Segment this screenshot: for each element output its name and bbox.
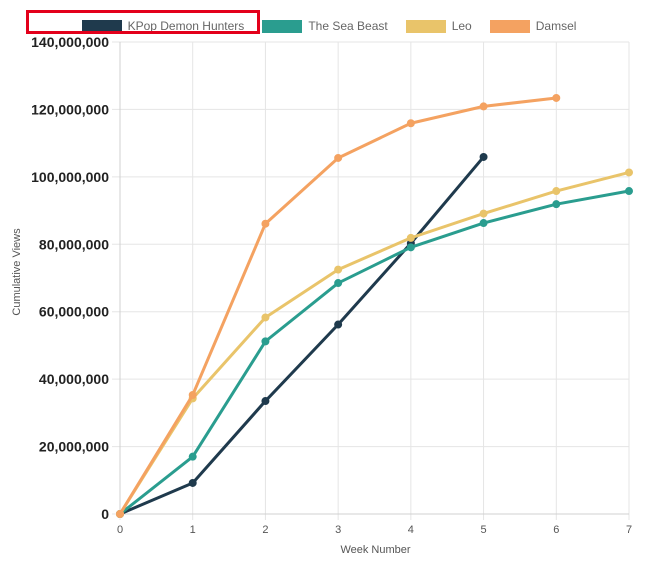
series-kpop-demon-hunters	[116, 152, 488, 518]
y-tick-label: 80,000,000	[39, 236, 109, 252]
data-point	[116, 510, 124, 518]
legend-item[interactable]: The Sea Beast	[262, 19, 388, 33]
y-tick-label: 140,000,000	[31, 34, 109, 50]
data-point	[479, 102, 488, 111]
data-point	[334, 153, 343, 162]
legend-swatch	[489, 19, 530, 33]
data-point	[188, 390, 197, 399]
legend-swatch	[405, 19, 446, 33]
legend-item[interactable]: Damsel	[489, 19, 577, 33]
series-line	[118, 189, 631, 516]
x-tick-label: 0	[117, 524, 123, 536]
series-line	[118, 155, 486, 516]
series-line	[118, 170, 631, 516]
legend-label: KPop Demon Hunters	[127, 19, 245, 33]
data-point	[479, 219, 488, 228]
data-point	[261, 219, 270, 228]
data-point	[334, 265, 343, 274]
x-tick-label: 3	[335, 524, 341, 536]
x-tick-label: 6	[553, 524, 559, 536]
y-tick-label: 20,000,000	[39, 439, 109, 455]
y-tick-label: 100,000,000	[31, 169, 109, 185]
x-axis-title: Week Number	[340, 544, 410, 556]
y-tick-label: 40,000,000	[39, 371, 109, 387]
legend-swatch	[81, 19, 122, 33]
data-point	[406, 233, 415, 242]
data-point	[261, 397, 270, 406]
series-the-sea-beast	[116, 187, 633, 518]
legend-item[interactable]: Leo	[405, 19, 472, 33]
y-tick-label: 60,000,000	[39, 304, 109, 320]
data-point	[406, 243, 415, 252]
legend-swatch	[262, 19, 303, 33]
data-point	[552, 200, 561, 209]
data-point	[188, 452, 197, 461]
x-tick-label: 5	[481, 524, 487, 536]
y-tick-label: 0	[101, 506, 109, 522]
x-tick-label: 1	[190, 524, 196, 536]
legend-label: Leo	[451, 19, 472, 33]
data-point	[188, 478, 197, 487]
data-point	[625, 168, 633, 177]
data-point	[479, 152, 488, 161]
data-point	[479, 209, 488, 218]
data-point	[406, 119, 415, 128]
legend-label: The Sea Beast	[308, 19, 388, 33]
x-tick-label: 2	[262, 524, 268, 536]
data-point	[552, 187, 561, 196]
y-axis-title: Cumulative Views	[11, 228, 23, 316]
data-point	[334, 320, 343, 329]
x-tick-label: 4	[408, 524, 414, 536]
data-point	[334, 279, 343, 288]
data-point	[552, 93, 561, 102]
y-tick-label: 120,000,000	[31, 101, 109, 117]
series-damsel	[116, 93, 561, 518]
data-point	[261, 337, 270, 346]
data-point	[261, 313, 270, 322]
chart-legend: KPop Demon Hunters The Sea Beast Leo Damsel	[0, 13, 658, 39]
legend-label: Damsel	[535, 19, 577, 33]
grid-lines	[112, 41, 630, 520]
legend-item[interactable]: KPop Demon Hunters	[81, 19, 245, 33]
data-point	[625, 187, 633, 196]
x-tick-label: 7	[626, 524, 632, 536]
series-leo	[116, 168, 633, 518]
